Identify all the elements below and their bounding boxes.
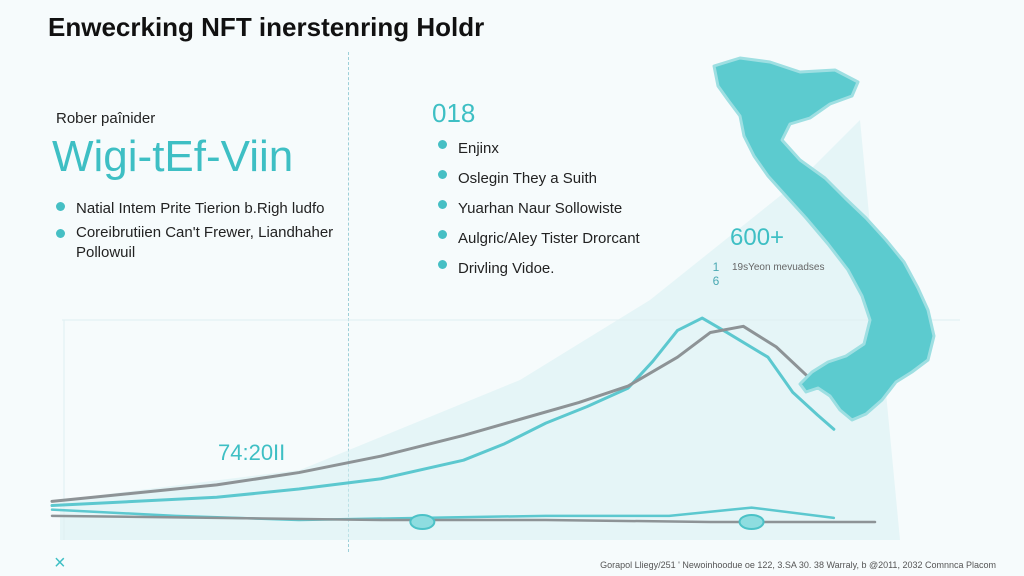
- mid-stat: 74:20II: [218, 440, 286, 465]
- right-bullet: Aulgric/Aley Tister Drorcant: [436, 224, 696, 254]
- big-stat: 600+: [730, 224, 785, 251]
- subtitle: Rober paînider: [56, 110, 156, 127]
- right-bullet: Drivling Vidoe.: [436, 254, 696, 284]
- right-bullet-list: Enjinx Oslegin They a Suith Yuarhan Naur…: [436, 134, 696, 284]
- hero-heading: Wigi-tEf-Viin: [52, 132, 294, 181]
- chart-area-fill: [60, 120, 900, 540]
- series-layer: [50, 316, 877, 524]
- right-bullet: Enjinx: [436, 134, 696, 164]
- data-point-marker: [409, 514, 436, 530]
- close-icon[interactable]: ×: [54, 552, 66, 574]
- series-line-1: [50, 316, 836, 508]
- vietnam-map-icon: [712, 56, 936, 422]
- series-line-2: [50, 324, 852, 503]
- stat-mark: 1 6: [712, 260, 720, 288]
- point-layer: [409, 514, 765, 530]
- divider-line: [348, 52, 349, 552]
- section-label: 018: [432, 98, 476, 128]
- stat-note: 19sYeon mevuadses: [732, 262, 825, 273]
- chart-frame: [62, 319, 960, 540]
- series-line-4: [50, 514, 877, 524]
- left-bullet: Natial Intem Prite Tierion b.Righ ludfo: [54, 196, 374, 222]
- right-bullet: Yuarhan Naur Sollowiste: [436, 194, 696, 224]
- left-bullet: Coreibrutiien Can't Frewer, Liandhaher P…: [54, 223, 374, 263]
- page-title: Enwecrking NFT inerstenring Holdr: [48, 12, 485, 42]
- footer-credit: Gorapol Lliegy/251 ' Newoinhoodue oe 122…: [600, 560, 996, 570]
- data-point-marker: [738, 514, 765, 530]
- right-bullet: Oslegin They a Suith: [436, 164, 696, 194]
- left-bullet-list: Natial Intem Prite Tierion b.Righ ludfo …: [54, 196, 374, 264]
